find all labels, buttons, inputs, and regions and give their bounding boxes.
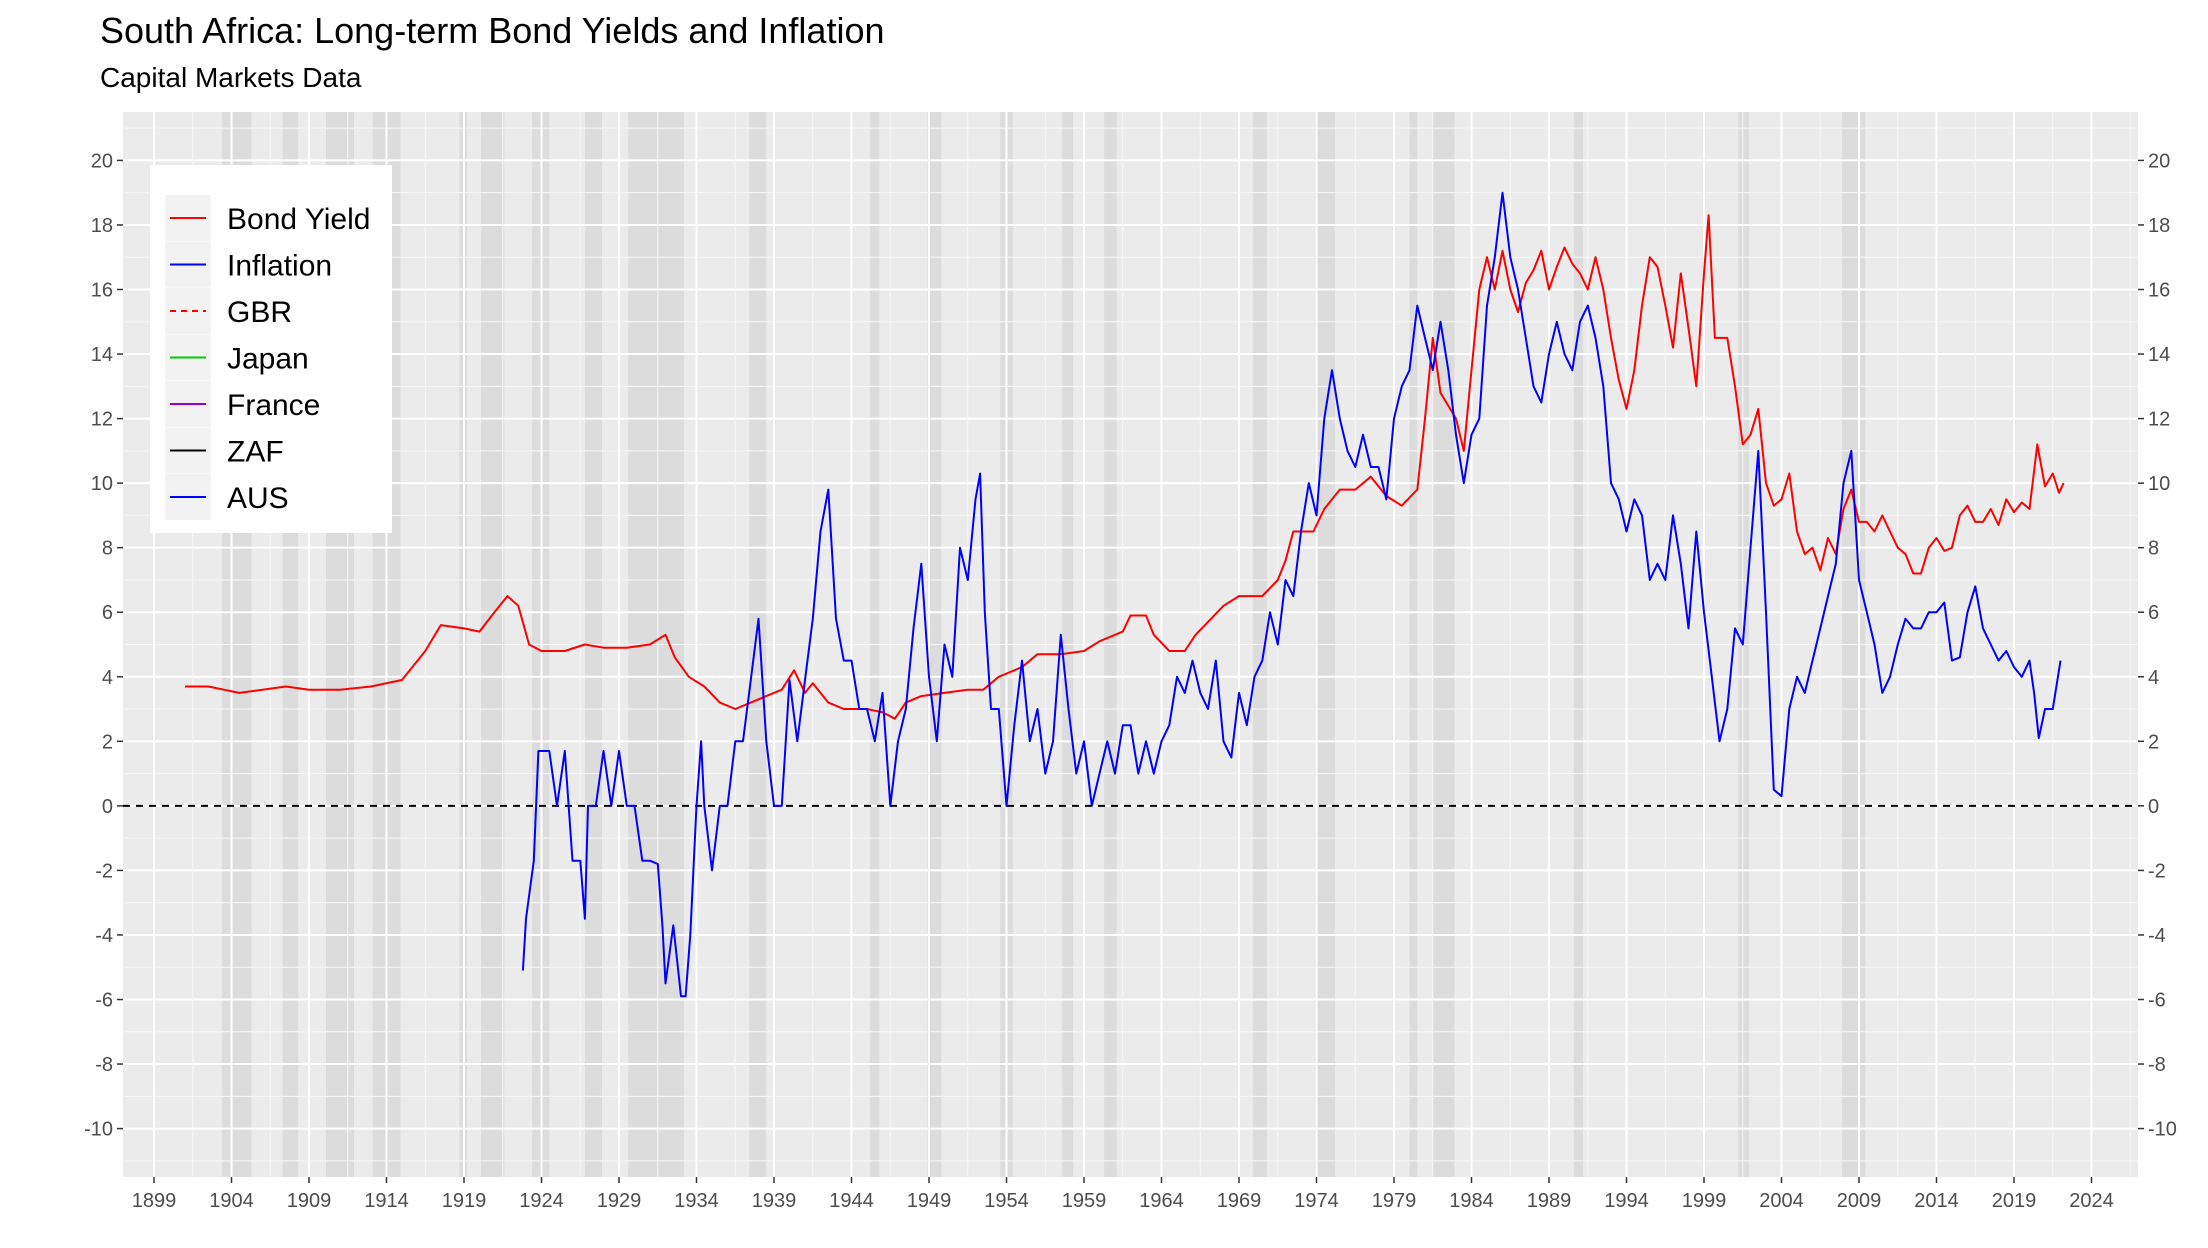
x-tick-label: 1939 [752, 1190, 797, 1212]
chart-subtitle: Capital Markets Data [100, 62, 362, 93]
y-tick-label: -10 [84, 1119, 113, 1141]
y2-tick-label: -2 [2148, 860, 2166, 882]
y-tick-label: 0 [102, 796, 113, 818]
x-tick-label: 1999 [1682, 1190, 1727, 1212]
series-line-inflation [521, 191, 2062, 998]
x-tick-label: 2004 [1759, 1190, 1804, 1212]
x-tick-label: 2009 [1837, 1190, 1882, 1212]
legend-label: GBR [227, 296, 292, 329]
legend-label: Inflation [227, 250, 332, 283]
y2-tick-label: 6 [2148, 602, 2159, 624]
x-tick-label: 1994 [1604, 1190, 1649, 1212]
x-tick-label: 1929 [597, 1190, 642, 1212]
legend-label: Bond Yield [227, 203, 370, 236]
legend-label: Japan [227, 343, 309, 376]
x-tick-label: 1904 [209, 1190, 254, 1212]
x-tick-label: 1974 [1294, 1190, 1339, 1212]
y2-tick-label: 4 [2148, 667, 2159, 689]
x-tick-label: 1944 [829, 1190, 874, 1212]
y-tick-label: 10 [91, 473, 113, 495]
y2-tick-label: 20 [2148, 150, 2170, 172]
y-tick-label: 2 [102, 731, 113, 753]
x-tick-label: 2014 [1914, 1190, 1959, 1212]
y2-tick-label: 0 [2148, 796, 2159, 818]
legend: Bond Yield Inflation GBR Japan France ZAF AUS [150, 165, 392, 533]
y-tick-label: 8 [102, 538, 113, 560]
x-tick-label: 1899 [132, 1190, 177, 1212]
y2-tick-label: 12 [2148, 409, 2170, 431]
y2-tick-label: -4 [2148, 925, 2166, 947]
y2-tick-label: 10 [2148, 473, 2170, 495]
y-tick-label: 14 [91, 344, 113, 366]
y-tick-label: -8 [95, 1054, 113, 1076]
x-tick-label: 1959 [1062, 1190, 1107, 1212]
legend-label: France [227, 389, 320, 422]
x-tick-label: 1924 [519, 1190, 564, 1212]
y-tick-label: 20 [91, 150, 113, 172]
y-tick-label: -2 [95, 860, 113, 882]
y2-tick-label: 18 [2148, 215, 2170, 237]
x-tick-label: 2019 [1992, 1190, 2037, 1212]
y-tick-label: 12 [91, 409, 113, 431]
axes: -10 -10 -8 -8 -6 -6 -4 -4 -2 -2 0 0 2 2 4 4 6 6 8 8 10 10 12 12… [84, 150, 2177, 1212]
legend-label: ZAF [227, 436, 284, 469]
y-tick-label: -6 [95, 990, 113, 1012]
chart-title: South Africa: Long-term Bond Yields and … [100, 10, 885, 51]
x-tick-label: 1989 [1527, 1190, 1572, 1212]
x-tick-label: 1909 [287, 1190, 332, 1212]
y2-tick-label: 8 [2148, 538, 2159, 560]
y-tick-label: 16 [91, 280, 113, 302]
x-tick-label: 1954 [984, 1190, 1029, 1212]
y2-tick-label: -10 [2148, 1119, 2177, 1141]
x-tick-label: 1914 [364, 1190, 409, 1212]
x-tick-label: 1934 [674, 1190, 719, 1212]
y-tick-label: 6 [102, 602, 113, 624]
y2-tick-label: 2 [2148, 731, 2159, 753]
x-tick-label: 1984 [1449, 1190, 1494, 1212]
series-line-bond-yield [185, 214, 2065, 720]
x-tick-label: 1949 [907, 1190, 952, 1212]
y2-tick-label: 14 [2148, 344, 2170, 366]
y2-tick-label: -8 [2148, 1054, 2166, 1076]
y-tick-label: 18 [91, 215, 113, 237]
x-tick-label: 1969 [1217, 1190, 1262, 1212]
x-tick-label: 1964 [1139, 1190, 1184, 1212]
x-tick-label: 1919 [442, 1190, 487, 1212]
y2-tick-label: -6 [2148, 990, 2166, 1012]
series-lines [185, 191, 2065, 998]
x-tick-label: 2024 [2069, 1190, 2114, 1212]
x-tick-label: 1979 [1372, 1190, 1417, 1212]
legend-label: AUS [227, 482, 289, 515]
y2-tick-label: 16 [2148, 280, 2170, 302]
grid-lines [123, 112, 2138, 1177]
y-tick-label: -4 [95, 925, 113, 947]
y-tick-label: 4 [102, 667, 113, 689]
